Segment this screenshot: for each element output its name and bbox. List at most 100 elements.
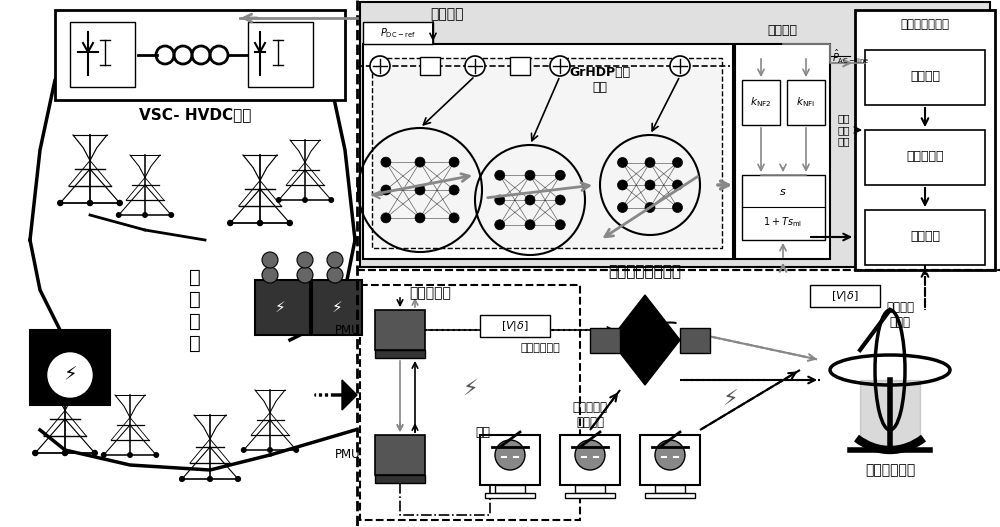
Circle shape xyxy=(58,200,63,206)
Circle shape xyxy=(555,170,565,180)
Circle shape xyxy=(303,198,307,202)
Bar xyxy=(70,22,135,87)
Text: ⚡: ⚡ xyxy=(275,299,285,315)
Bar xyxy=(375,350,425,358)
Circle shape xyxy=(154,453,158,457)
Text: 攻击检测: 攻击检测 xyxy=(910,230,940,243)
Text: $P_{\mathrm{DC-ref}}$: $P_{\mathrm{DC-ref}}$ xyxy=(380,26,416,40)
Circle shape xyxy=(297,252,313,268)
Circle shape xyxy=(449,185,459,195)
Bar xyxy=(55,10,345,100)
Text: ⚡: ⚡ xyxy=(332,299,342,315)
Circle shape xyxy=(297,267,313,283)
Circle shape xyxy=(169,213,174,217)
Circle shape xyxy=(294,448,298,452)
Circle shape xyxy=(87,200,93,206)
Circle shape xyxy=(236,476,240,481)
Circle shape xyxy=(381,185,391,195)
Bar xyxy=(590,328,620,353)
Circle shape xyxy=(327,252,343,268)
Circle shape xyxy=(257,220,263,226)
Bar xyxy=(363,44,733,259)
Circle shape xyxy=(495,440,525,470)
Circle shape xyxy=(208,476,212,481)
Circle shape xyxy=(645,180,655,190)
Circle shape xyxy=(102,453,106,457)
Circle shape xyxy=(381,213,391,223)
Bar xyxy=(420,57,440,75)
Text: 黑客: 黑客 xyxy=(475,425,490,438)
Circle shape xyxy=(525,170,535,180)
Circle shape xyxy=(645,158,655,168)
Circle shape xyxy=(276,198,281,202)
Circle shape xyxy=(495,170,505,180)
Bar xyxy=(360,285,580,520)
Circle shape xyxy=(415,213,425,223)
Text: 虚假数据注
入型攻击: 虚假数据注 入型攻击 xyxy=(572,401,608,429)
Circle shape xyxy=(672,180,682,190)
Bar xyxy=(810,285,880,307)
Circle shape xyxy=(575,440,605,470)
Text: $\hat{P}_{\mathrm{AC-line}}$: $\hat{P}_{\mathrm{AC-line}}$ xyxy=(832,48,870,66)
Circle shape xyxy=(48,353,92,397)
Text: GrHDP控制
模块: GrHDP控制 模块 xyxy=(569,66,631,94)
Circle shape xyxy=(618,158,628,168)
Text: 攻击源确认: 攻击源确认 xyxy=(906,151,944,163)
Bar xyxy=(375,435,425,475)
Text: $[V|\delta]$: $[V|\delta]$ xyxy=(501,319,529,333)
Bar xyxy=(255,280,310,335)
Bar xyxy=(742,175,825,240)
Circle shape xyxy=(525,195,535,205)
Text: 自适应阻尼控制器: 自适应阻尼控制器 xyxy=(608,265,682,279)
Bar xyxy=(865,130,985,185)
Bar xyxy=(485,493,535,498)
Circle shape xyxy=(370,56,390,76)
Circle shape xyxy=(228,220,233,226)
Text: ⚡: ⚡ xyxy=(63,366,77,385)
Circle shape xyxy=(415,157,425,167)
Text: VSC- HVDC线路: VSC- HVDC线路 xyxy=(139,108,251,122)
Circle shape xyxy=(327,267,343,283)
Circle shape xyxy=(465,56,485,76)
Circle shape xyxy=(33,451,38,455)
Text: $k_{\mathrm{NF2}}$: $k_{\mathrm{NF2}}$ xyxy=(750,95,772,109)
Circle shape xyxy=(645,202,655,212)
Text: 被攻击量
测信号: 被攻击量 测信号 xyxy=(886,301,914,329)
Bar xyxy=(372,58,722,248)
Bar xyxy=(680,328,710,353)
Circle shape xyxy=(495,195,505,205)
Circle shape xyxy=(555,195,565,205)
Text: 控制信号: 控制信号 xyxy=(430,7,464,21)
Circle shape xyxy=(672,158,682,168)
Circle shape xyxy=(116,213,121,217)
Circle shape xyxy=(143,213,147,217)
Bar xyxy=(560,435,620,485)
Bar xyxy=(375,475,425,483)
Circle shape xyxy=(62,451,68,455)
Circle shape xyxy=(655,440,685,470)
Circle shape xyxy=(672,202,682,212)
Text: 特定联络线: 特定联络线 xyxy=(409,286,451,300)
Text: $1+Ts_{\mathrm{ml}}$: $1+Ts_{\mathrm{ml}}$ xyxy=(763,215,803,229)
Circle shape xyxy=(618,180,628,190)
Text: 数据恢复: 数据恢复 xyxy=(910,71,940,83)
Circle shape xyxy=(381,157,391,167)
Circle shape xyxy=(670,56,690,76)
Text: $k_{\mathrm{NFI}}$: $k_{\mathrm{NFI}}$ xyxy=(796,95,816,109)
Text: 估计
输入
信号: 估计 输入 信号 xyxy=(838,113,850,147)
Text: PMU: PMU xyxy=(334,324,360,337)
Text: ⚡: ⚡ xyxy=(722,390,738,410)
Bar xyxy=(640,435,700,485)
Text: PMU: PMU xyxy=(334,448,360,462)
Bar xyxy=(742,80,780,125)
Text: 广域测量系统: 广域测量系统 xyxy=(865,463,915,477)
Circle shape xyxy=(117,200,122,206)
Text: 真实量测信号: 真实量测信号 xyxy=(520,343,560,353)
Text: 电
力
系
统: 电 力 系 统 xyxy=(189,268,201,353)
Text: $s$: $s$ xyxy=(779,187,787,197)
Circle shape xyxy=(415,185,425,195)
Bar xyxy=(480,315,550,337)
Circle shape xyxy=(262,267,278,283)
Bar xyxy=(480,435,540,485)
Circle shape xyxy=(128,453,132,457)
